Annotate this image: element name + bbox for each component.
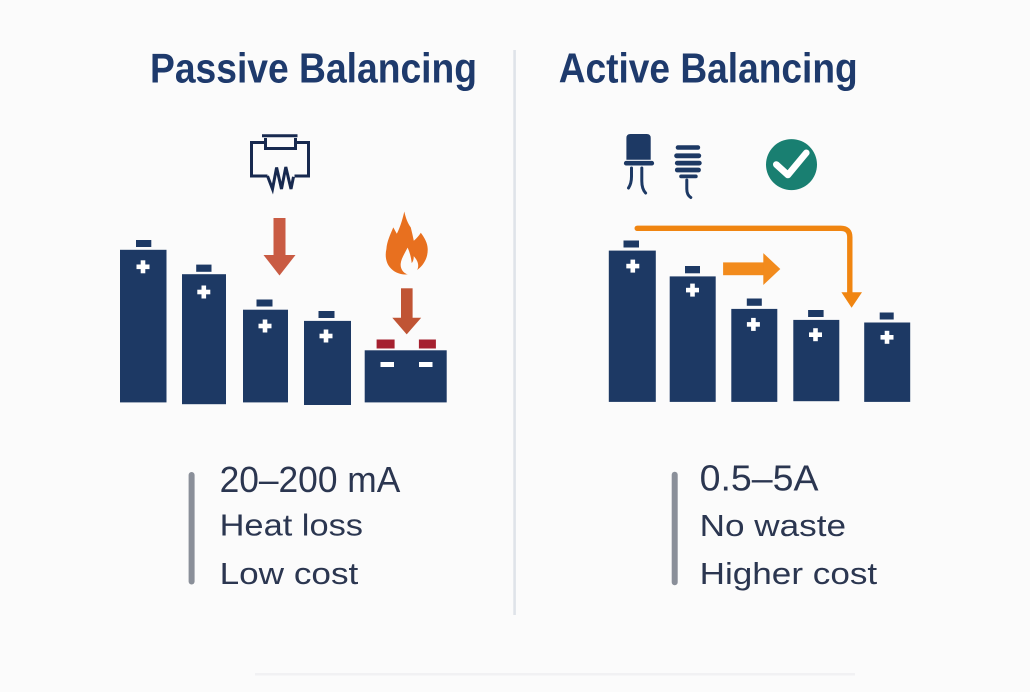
svg-text:Higher cost: Higher cost xyxy=(700,556,878,591)
svg-text:Active Balancing: Active Balancing xyxy=(559,45,858,92)
svg-text:Low cost: Low cost xyxy=(220,556,359,591)
svg-text:No waste: No waste xyxy=(700,508,846,543)
svg-text:Heat loss: Heat loss xyxy=(220,508,363,543)
svg-text:20–200 mA: 20–200 mA xyxy=(220,459,401,500)
svg-text:Passive Balancing: Passive Balancing xyxy=(150,45,477,92)
svg-text:0.5–5A: 0.5–5A xyxy=(700,458,819,499)
